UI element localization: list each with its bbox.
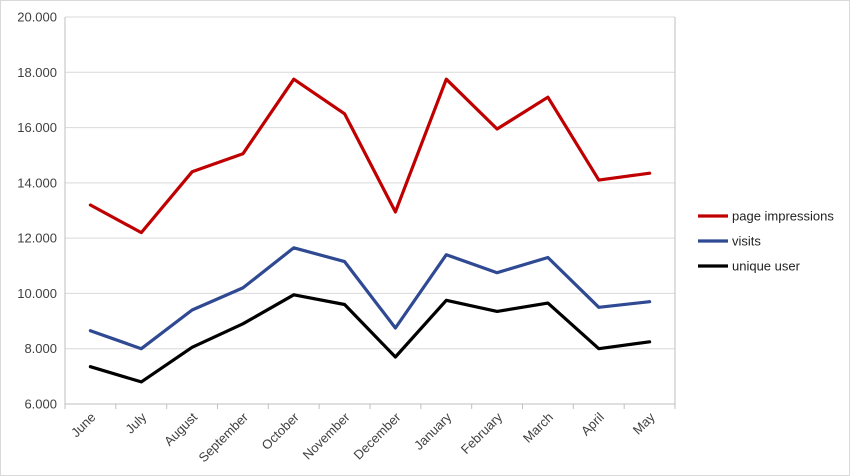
series-lines xyxy=(88,77,652,384)
legend: page impressions visits unique user xyxy=(698,209,834,274)
series-line-page-impressions xyxy=(88,77,652,235)
legend-label: visits xyxy=(732,234,761,249)
axes xyxy=(64,17,676,409)
x-tick-label: March xyxy=(520,410,556,446)
series-line-unique-user xyxy=(88,293,652,384)
x-tick-label: June xyxy=(68,410,99,441)
legend-label: page impressions xyxy=(732,209,834,224)
x-tick-label: December xyxy=(351,409,404,462)
x-tick-label: April xyxy=(578,409,607,438)
gridlines xyxy=(65,16,675,405)
x-tick-label: September xyxy=(195,409,251,465)
y-tick-label: 6.000 xyxy=(24,397,57,412)
series-line-visits xyxy=(88,246,652,351)
legend-label: unique user xyxy=(732,259,801,274)
x-tick-label: May xyxy=(630,409,658,437)
y-tick-label: 10.000 xyxy=(17,286,57,301)
x-tick-label: January xyxy=(411,409,455,453)
x-tick-label: February xyxy=(458,409,506,457)
x-tick-label: August xyxy=(161,409,200,448)
x-tick-label: July xyxy=(122,409,149,436)
x-tick-label: November xyxy=(300,409,353,462)
y-tick-label: 18.000 xyxy=(17,65,57,80)
y-axis-ticks: 6.000 8.000 10.000 12.000 14.000 16.000 18.000… xyxy=(17,10,57,412)
y-tick-label: 14.000 xyxy=(17,175,57,190)
y-tick-label: 16.000 xyxy=(17,120,57,135)
y-tick-label: 20.000 xyxy=(17,10,57,25)
y-tick-label: 8.000 xyxy=(24,341,57,356)
y-tick-label: 12.000 xyxy=(17,231,57,246)
x-tick-label: October xyxy=(259,409,303,453)
